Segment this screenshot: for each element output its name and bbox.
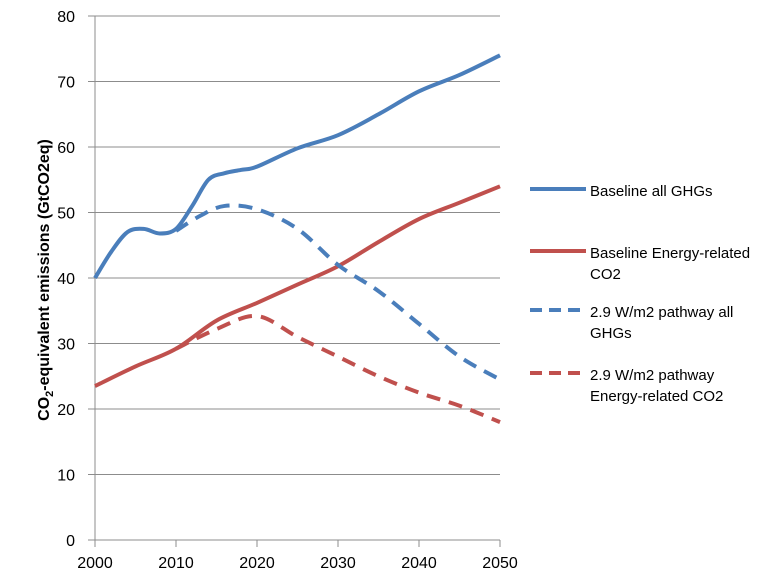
- y-tick-label: 10: [57, 468, 75, 485]
- y-tick-label: 20: [57, 402, 75, 419]
- legend-swatch-blue-solid: [530, 187, 586, 191]
- legend-item-pathway-energy-co2: 2.9 W/m2 pathway Energy-related CO2: [528, 365, 764, 407]
- legend-item-pathway-all-ghgs: 2.9 W/m2 pathway all GHGs: [528, 302, 764, 344]
- x-tick-labels: 2000 2010 2020 2030 2040 2050: [77, 555, 518, 572]
- x-tick-label: 2010: [158, 555, 194, 572]
- axes: [88, 15, 501, 547]
- legend-label: Baseline Energy-related CO2: [590, 245, 751, 283]
- y-tick-label: 70: [57, 75, 75, 92]
- legend-swatch-red-solid: [530, 249, 586, 253]
- series-lines: [93, 53, 501, 424]
- series-line-1: [94, 184, 501, 388]
- y-tick-label: 80: [57, 9, 75, 26]
- legend-swatch-red-dashed: [530, 371, 586, 375]
- y-tick-label: 50: [57, 206, 75, 223]
- y-tick-labels: 0 10 20 30 40 50 60 70 80: [57, 9, 75, 550]
- legend-label: 2.9 W/m2 pathway all GHGs: [590, 304, 734, 342]
- legend-label: 2.9 W/m2 pathway Energy-related CO2: [590, 367, 724, 405]
- legend-label: Baseline all GHGs: [590, 183, 713, 200]
- y-axis-label: CO2-equivalent emissions (GtCO2eq): [36, 139, 56, 421]
- y-tick-label: 40: [57, 271, 75, 288]
- x-tick-label: 2000: [77, 555, 113, 572]
- x-tick-label: 2040: [401, 555, 437, 572]
- legend-item-baseline-all-ghgs: Baseline all GHGs: [528, 181, 764, 202]
- series-line-2: [174, 203, 501, 382]
- series-line-3: [175, 313, 501, 424]
- x-tick-label: 2030: [320, 555, 356, 572]
- y-tick-label: 30: [57, 337, 75, 354]
- series-line-0: [93, 53, 501, 280]
- legend: Baseline all GHGs Baseline Energy-relate…: [528, 0, 764, 578]
- y-tick-label: 60: [57, 140, 75, 157]
- x-tick-label: 2050: [482, 555, 518, 572]
- legend-swatch-blue-dashed: [530, 308, 586, 312]
- x-tick-label: 2020: [239, 555, 275, 572]
- legend-item-baseline-energy-co2: Baseline Energy-related CO2: [528, 243, 764, 285]
- y-tick-label: 0: [66, 533, 75, 550]
